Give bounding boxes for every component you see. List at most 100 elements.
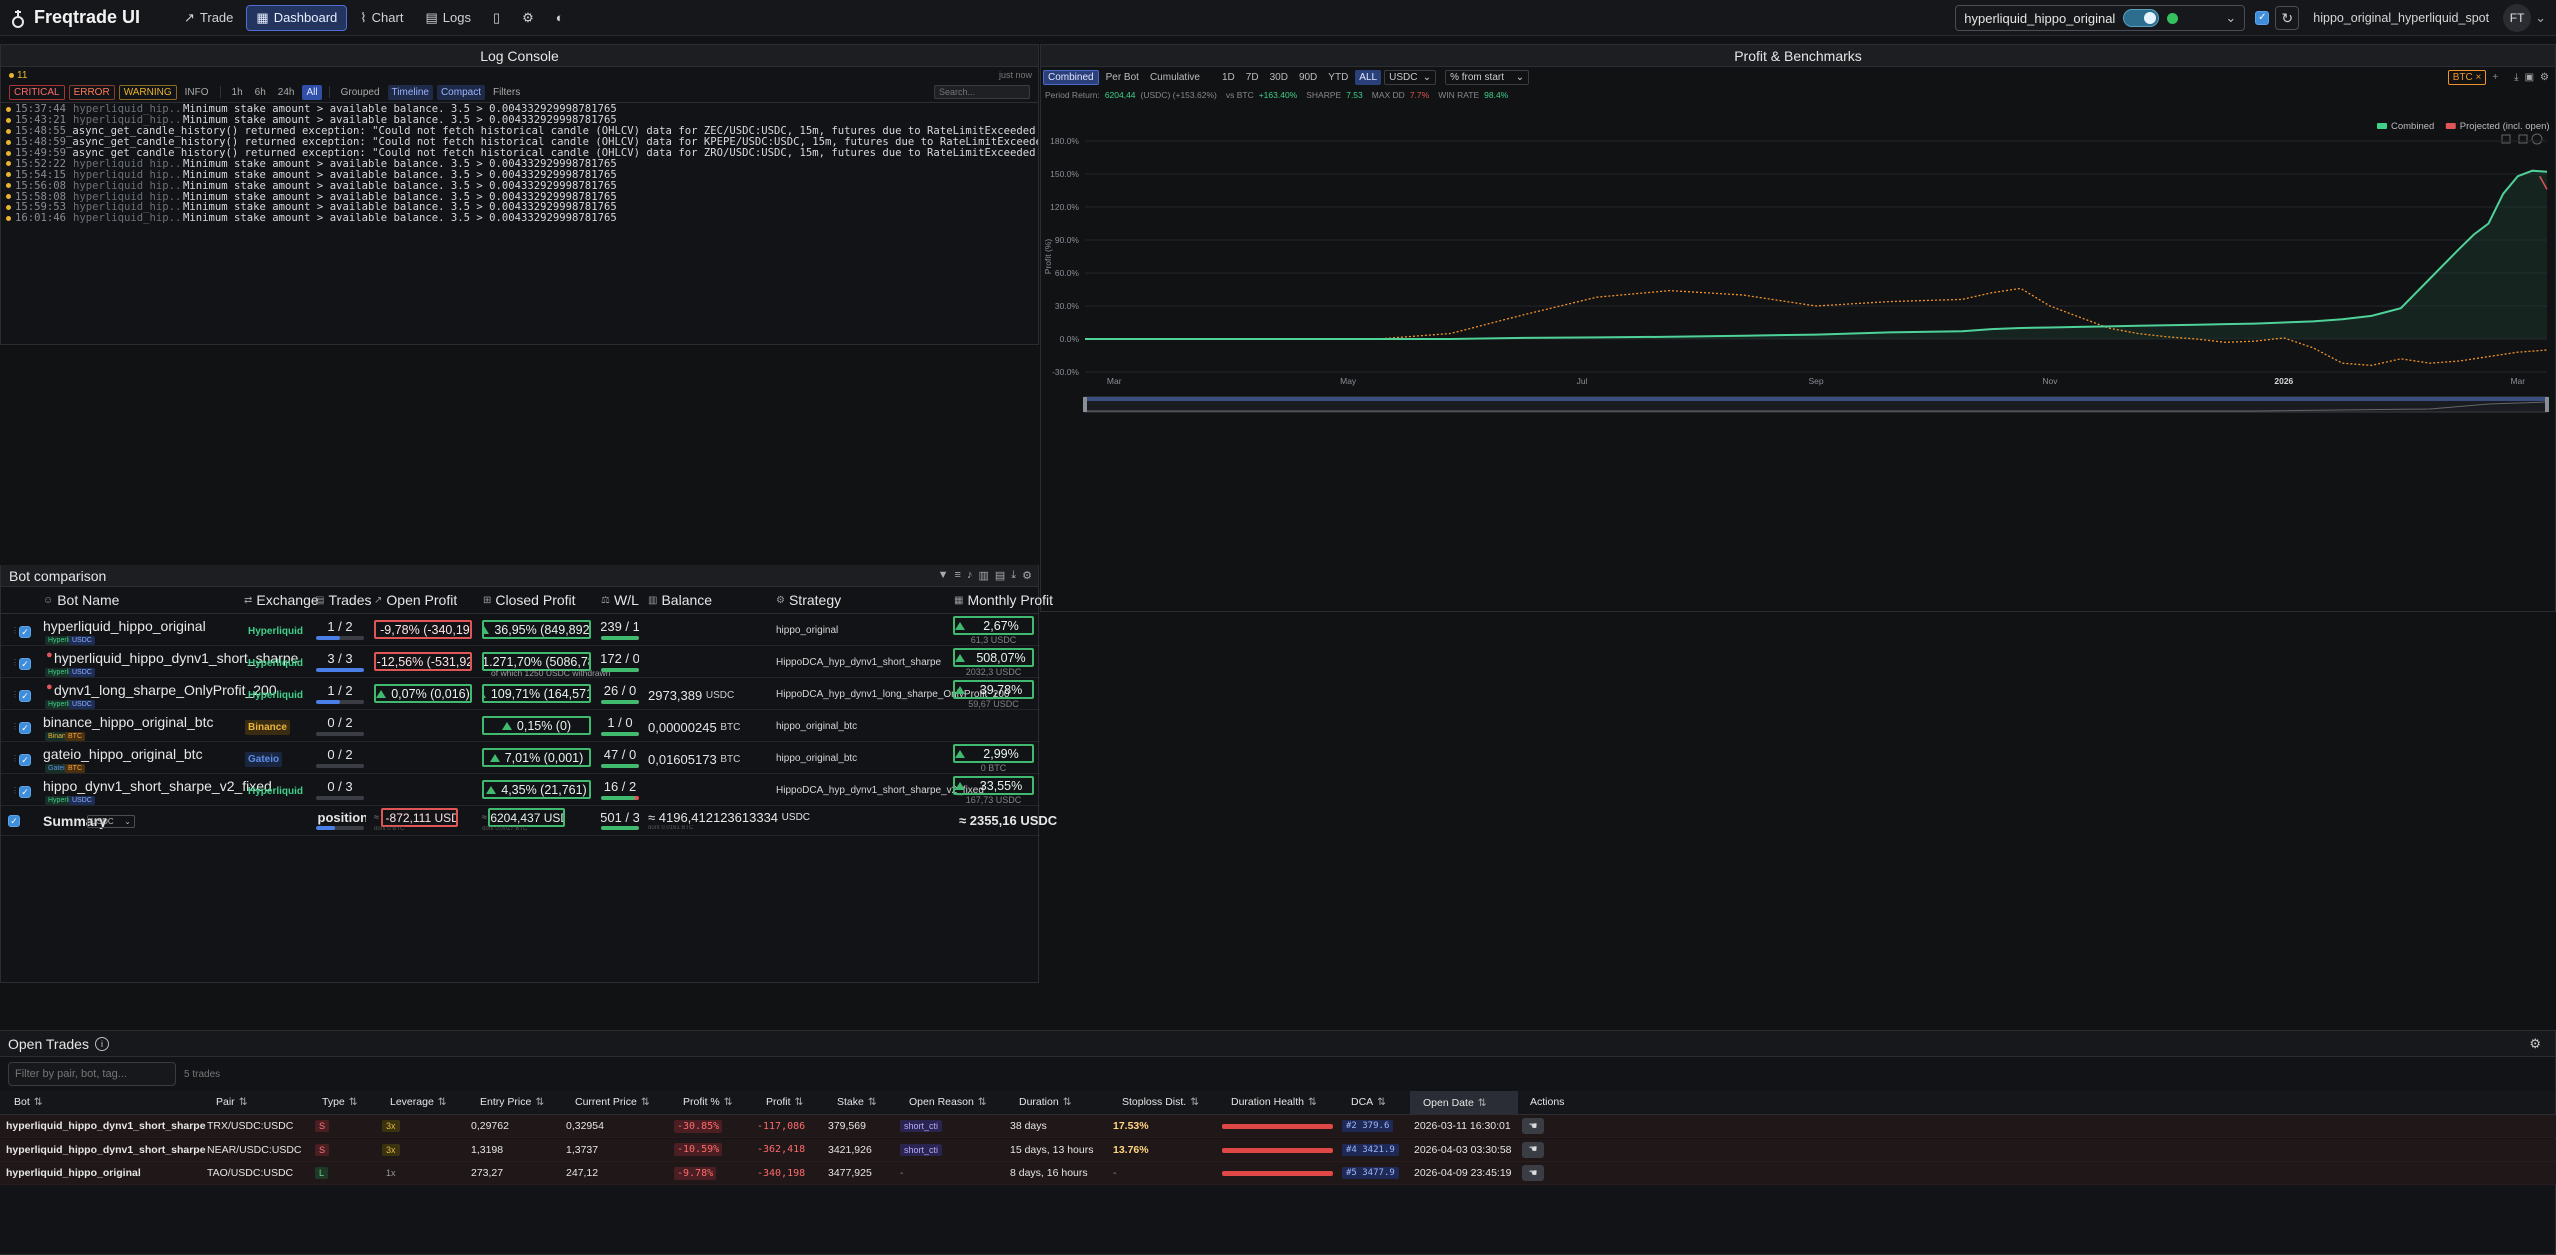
range-30d[interactable]: 30D <box>1269 71 1288 83</box>
column-header[interactable]: Entry Price ⇅ <box>480 1096 545 1108</box>
bot-row-checkbox[interactable]: ✓ <box>19 722 31 734</box>
filter-critical[interactable]: CRITICAL <box>9 84 65 100</box>
bot-name[interactable]: dynv1_long_sharpe_OnlyProfit_200 <box>54 682 277 698</box>
column-header[interactable]: ⚙ Strategy <box>776 592 842 608</box>
column-header[interactable]: ⚖ W/L <box>601 592 639 608</box>
view-compact[interactable]: Compact <box>436 84 485 100</box>
save-icon[interactable]: ▣ <box>2524 71 2535 83</box>
nav-settings[interactable]: ⚙ <box>513 5 543 31</box>
bot-row[interactable]: ⋮ ✓ ● dynv1_long_sharpe_OnlyProfit_200 Hyper… <box>1 678 1040 710</box>
nav-logs[interactable]: ▤ Logs <box>425 9 471 26</box>
range-1h[interactable]: 1h <box>231 86 243 98</box>
bot-row[interactable]: ⋮ ✓ hyperliquid_hippo_original Hyperliquid U… <box>1 614 1040 646</box>
column-header[interactable]: Profit ⇅ <box>766 1096 804 1108</box>
trade-row[interactable]: hyperliquid_hippo_original TAO/USDC:USDC… <box>0 1162 2556 1185</box>
filter-warning[interactable]: WARNING <box>118 84 177 100</box>
column-header[interactable]: ☺ Bot Name <box>43 592 120 608</box>
column-header[interactable]: Current Price ⇅ <box>575 1096 650 1108</box>
mode-combined[interactable]: Combined <box>1043 69 1099 85</box>
column-header[interactable]: Actions <box>1530 1096 1565 1108</box>
range-all[interactable]: ALL <box>1355 69 1382 85</box>
bot-name[interactable]: hyperliquid_hippo_dynv1_short_sharpe <box>54 650 299 666</box>
column-header[interactable]: ⊞ Closed Profit <box>483 592 576 608</box>
bot-row[interactable]: ⋮ ✓ gateio_hippo_original_btc Gateio BTC Gate… <box>1 742 1040 774</box>
bot-row-checkbox[interactable]: ✓ <box>19 786 31 798</box>
filter-icon[interactable]: ▼ <box>937 569 949 581</box>
drag-handle-icon[interactable]: ⋮ <box>11 658 19 667</box>
column-header[interactable]: Stake ⇅ <box>837 1096 877 1108</box>
trade-row[interactable]: hyperliquid_hippo_dynv1_short_sharpe TRX… <box>0 1115 2556 1138</box>
drag-handle-icon[interactable]: ⋮ <box>11 786 19 795</box>
download-icon[interactable]: ⤓ <box>1011 569 1017 581</box>
range-24h[interactable]: 24h <box>277 86 295 98</box>
column-header[interactable]: ⇄ Exchange <box>244 592 319 608</box>
mode-cumulative[interactable]: Cumulative <box>1149 71 1200 83</box>
nav-chart[interactable]: ⌇ Chart <box>360 9 404 26</box>
column-header[interactable]: Pair ⇅ <box>216 1096 248 1108</box>
mode-per-bot[interactable]: Per Bot <box>1105 71 1139 83</box>
column-header[interactable]: Open Reason ⇅ <box>909 1096 987 1108</box>
trade-actions-button[interactable]: ☚ <box>1522 1165 1544 1181</box>
bot-name[interactable]: binance_hippo_original_btc <box>43 714 214 730</box>
view-filters[interactable]: Filters <box>492 86 521 98</box>
nav-backtest[interactable]: ▯ <box>484 5 509 31</box>
range-all[interactable]: All <box>302 84 322 100</box>
column-header[interactable]: Duration Health ⇅ <box>1231 1096 1317 1108</box>
range-ytd[interactable]: YTD <box>1328 71 1349 83</box>
trade-actions-button[interactable]: ☚ <box>1522 1118 1544 1134</box>
bot-row-checkbox[interactable]: ✓ <box>19 690 31 702</box>
bot-row[interactable]: ⋮ ✓ hippo_dynv1_short_sharpe_v2_fixed Hyper… <box>1 774 1040 806</box>
info-icon[interactable]: i <box>94 1036 109 1051</box>
avatar[interactable]: FT <box>2503 4 2532 32</box>
filter-info[interactable]: INFO <box>184 86 209 98</box>
column-header[interactable]: Leverage ⇅ <box>390 1096 447 1108</box>
layout-icon[interactable]: ▥ <box>978 570 989 582</box>
drag-handle-icon[interactable]: ⋮ <box>11 722 19 731</box>
nav-dashboard[interactable]: ▦ Dashboard <box>246 4 348 31</box>
bot-row-checkbox[interactable]: ✓ <box>19 626 31 638</box>
range-6h[interactable]: 6h <box>254 86 266 98</box>
bot-toggle[interactable] <box>2123 9 2160 27</box>
bot-checkbox[interactable]: ✓ <box>2255 11 2270 25</box>
column-header[interactable]: ↗ Open Profit <box>374 592 458 608</box>
view-grouped[interactable]: Grouped <box>340 86 380 98</box>
column-header[interactable]: Duration ⇅ <box>1019 1096 1072 1108</box>
bot-row-checkbox[interactable]: ✓ <box>19 754 31 766</box>
app-logo[interactable]: Freqtrade UI <box>10 7 175 28</box>
nav-trade[interactable]: ↗ Trade <box>184 9 234 26</box>
bot-row-checkbox[interactable]: ✓ <box>19 658 31 670</box>
gear-icon[interactable]: ⚙ <box>1022 570 1032 582</box>
benchmark-btc-tag[interactable]: BTC × <box>2447 69 2487 85</box>
download-icon[interactable]: ⤓ <box>2514 71 2519 83</box>
basis-select[interactable]: % from start ⌄ <box>1445 69 1530 85</box>
export-icon[interactable]: ▤ <box>994 570 1006 582</box>
range-90d[interactable]: 90D <box>1298 71 1318 83</box>
column-header[interactable]: Type ⇅ <box>322 1096 358 1108</box>
range-1d[interactable]: 1D <box>1221 71 1235 83</box>
bot-row[interactable]: ⋮ ✓ ● hyperliquid_hippo_dynv1_short_sharpe H… <box>1 646 1040 678</box>
bot-row[interactable]: ⋮ ✓ binance_hippo_original_btc Binance BTC Bi… <box>1 710 1040 742</box>
view-timeline[interactable]: Timeline <box>387 84 433 100</box>
currency-select[interactable]: USDC ⌄ <box>1384 69 1437 85</box>
range-7d[interactable]: 7D <box>1245 71 1259 83</box>
bell-icon[interactable]: ♪ <box>966 569 973 581</box>
column-header[interactable]: ▤ Trades <box>315 592 372 608</box>
column-header[interactable]: Stoploss Dist. ⇅ <box>1122 1096 1200 1108</box>
trade-filter-input[interactable] <box>8 1062 176 1086</box>
column-header[interactable]: ▦ Monthly Profit <box>954 592 1054 608</box>
summary-currency-select[interactable]: USDC ⌄ <box>87 815 135 828</box>
summary-checkbox[interactable]: ✓ <box>8 815 20 827</box>
column-header[interactable]: ▥ Balance <box>648 592 713 608</box>
column-header[interactable]: Open Date ⇅ <box>1410 1091 1518 1114</box>
column-header[interactable]: Profit % ⇅ <box>683 1096 733 1108</box>
gear-icon[interactable]: ⚙ <box>2540 71 2549 83</box>
drag-handle-icon[interactable]: ⋮ <box>11 626 19 635</box>
trade-row[interactable]: hyperliquid_hippo_dynv1_short_sharpe NEA… <box>0 1138 2556 1162</box>
drag-handle-icon[interactable]: ⋮ <box>11 690 19 699</box>
nav-theme[interactable]: ◐ <box>547 5 573 31</box>
trade-actions-button[interactable]: ☚ <box>1522 1141 1544 1158</box>
bot-name[interactable]: hippo_dynv1_short_sharpe_v2_fixed <box>43 778 272 794</box>
bot-selector[interactable]: hyperliquid_hippo_original ⌄ <box>1955 5 2246 31</box>
column-header[interactable]: DCA ⇅ <box>1351 1096 1386 1108</box>
